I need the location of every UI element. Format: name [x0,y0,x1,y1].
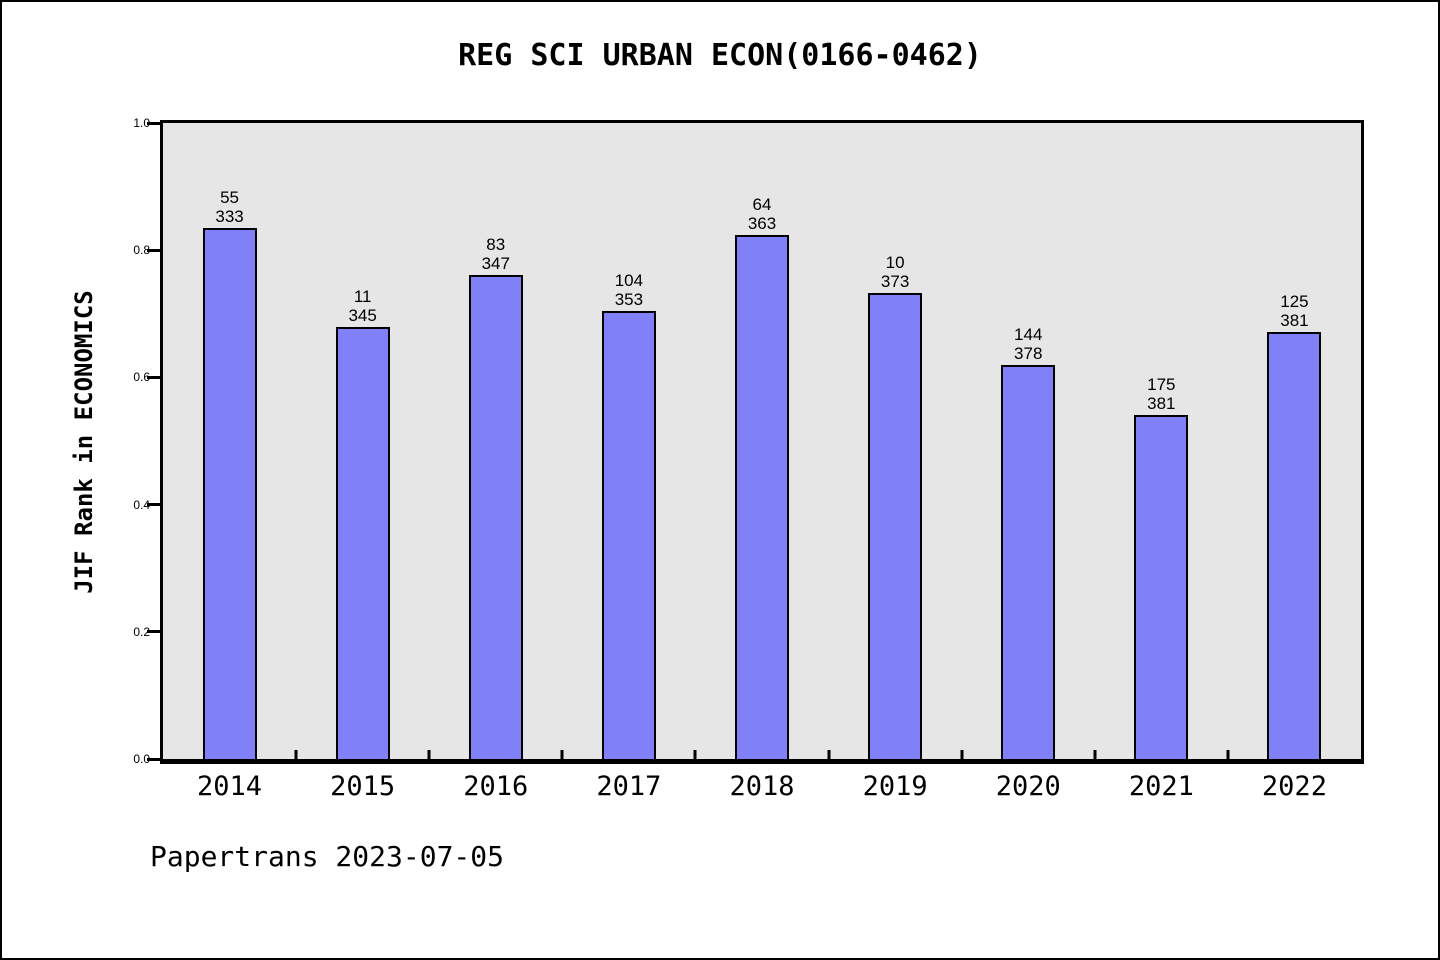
y-axis-tick [147,503,160,507]
x-category-label-2015: 2015 [330,771,396,802]
y-axis-tick [147,121,160,125]
bar-rank-value: 55 [220,187,239,207]
bar-rank-value: 83 [486,235,506,255]
bar-total-value: 345 [348,305,377,325]
bar-2017 [601,310,656,759]
x-category-label-2018: 2018 [729,771,795,802]
x-axis-tick [693,750,697,759]
x-category-label-2020: 2020 [995,771,1061,802]
bar-total-value: 353 [614,289,644,309]
bar-total-value: 378 [1014,344,1043,364]
bar-value-label-2014: 55 333 [215,188,243,226]
x-axis-tick [827,750,831,759]
bar-rank-value: 104 [614,270,644,290]
bar-rank-value: 64 [752,194,772,214]
bar-rank-value: 11 [353,286,372,306]
bar-2021 [1134,414,1189,759]
y-tick-label: 1.0 [133,116,150,130]
x-category-label-2016: 2016 [463,771,529,802]
x-axis-tick [427,750,431,759]
bar-value-label-2020: 144 378 [1014,325,1042,363]
y-axis-tick [147,248,160,252]
y-tick-label: 0.2 [133,624,150,639]
bar-total-value: 347 [481,254,510,274]
x-category-label-2014: 2014 [197,771,263,802]
bar-value-label-2019: 10 373 [881,253,909,291]
footer-text: Papertrans 2023-07-05 [150,840,505,873]
x-axis-tick [1226,750,1230,759]
bar-2019 [868,293,923,759]
chart-title: REG SCI URBAN ECON(0166-0462) [458,38,982,73]
bar-value-label-2016: 83 347 [482,235,510,273]
bar-value-label-2015: 11 345 [348,287,376,325]
x-category-label-2021: 2021 [1128,771,1194,802]
bar-total-value: 373 [880,272,910,292]
y-axis-title: JIF Rank in ECONOMICS [70,290,98,594]
y-axis-tick [147,757,160,761]
bar-value-label-2017: 104 353 [615,271,643,309]
y-tick-label: 0.0 [133,752,150,766]
bar-value-label-2018: 64 363 [748,195,776,233]
plot-area: 55 333 11 345 83 347 104 353 64 363 10 373 144 378 175… [160,120,1364,764]
bar-value-label-2021: 175 381 [1147,375,1175,413]
bar-total-value: 381 [1147,393,1176,413]
bar-2018 [735,234,789,759]
x-axis-tick [560,750,564,759]
bar-total-value: 333 [215,206,244,226]
y-axis-tick [147,630,160,634]
y-tick-label: 0.4 [133,497,150,512]
y-axis-tick [147,375,160,379]
y-tick-label: 0.8 [133,243,150,258]
bar-rank-value: 144 [1014,325,1043,345]
bar-rank-value: 125 [1280,291,1309,311]
bar-2015 [335,326,390,759]
x-category-label-2022: 2022 [1261,771,1327,802]
bar-total-value: 363 [747,213,777,233]
bar-rank-value: 10 [885,253,905,273]
bar-rank-value: 175 [1147,374,1176,394]
x-axis-tick [294,750,298,759]
x-axis-tick [1093,750,1097,759]
x-category-label-2017: 2017 [596,771,662,802]
bar-2020 [1001,365,1056,759]
bar-2016 [468,275,523,759]
x-category-label-2019: 2019 [862,771,928,802]
bar-total-value: 381 [1280,310,1309,330]
x-axis-tick [960,750,964,759]
bar-value-label-2022: 125 381 [1280,292,1308,330]
bar-2022 [1267,331,1322,759]
y-tick-label: 0.6 [133,370,150,385]
bar-2014 [202,227,257,759]
